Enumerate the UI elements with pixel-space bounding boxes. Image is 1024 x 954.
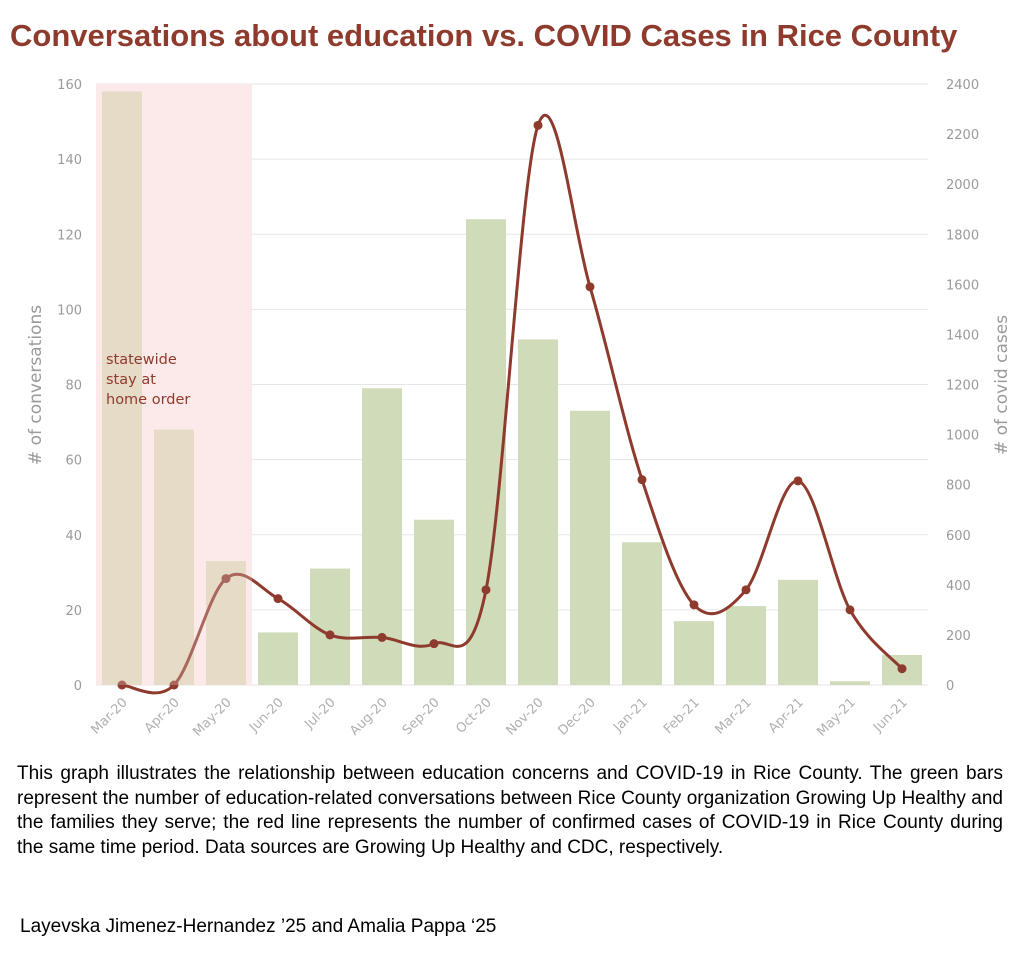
caption: This graph illustrates the relationship … — [17, 763, 1003, 858]
x-tick-label: Sep-20 — [400, 695, 443, 738]
x-tick-label: Feb-21 — [661, 695, 703, 737]
y2-tick-label: 1200 — [946, 379, 979, 394]
x-tick-label: Nov-20 — [504, 695, 547, 738]
x-tick-label: Apr-20 — [142, 695, 183, 736]
x-tick-label: Jun-20 — [246, 695, 287, 736]
x-tick-label: Mar-20 — [88, 695, 130, 737]
x-tick-label: Aug-20 — [347, 695, 391, 739]
y2-tick-label: 2000 — [946, 178, 979, 193]
x-tick-label: Oct-20 — [453, 695, 495, 737]
covid-cases-point — [897, 664, 907, 674]
y2-tick-label: 1000 — [946, 429, 979, 444]
y-axis-ticks: 0 20 40 60 80 100 120 140 160 — [57, 78, 82, 694]
covid-cases-point — [169, 680, 179, 690]
credit: Layevska Jimenez-Hernandez ’25 and Amali… — [20, 916, 497, 937]
bar — [726, 606, 766, 685]
covid-cases-point — [377, 632, 387, 642]
bar — [258, 632, 298, 685]
bar — [674, 621, 714, 685]
x-axis-ticks: Mar-20 Apr-20 May-20 Jun-20 Jul-20 Aug-20 Sep-… — [88, 695, 910, 739]
annotation-line: stay at — [106, 372, 156, 388]
y-tick-label: 100 — [57, 303, 82, 318]
covid-cases-point — [637, 475, 647, 485]
x-tick-label: Apr-21 — [766, 695, 807, 736]
y2-tick-label: 200 — [946, 629, 971, 644]
y2-tick-label: 2200 — [946, 128, 979, 143]
y2-axis-label: # of covid cases — [992, 315, 1012, 455]
y2-tick-label: 0 — [946, 679, 954, 694]
covid-cases-point — [221, 574, 231, 584]
covid-cases-point — [585, 282, 595, 292]
bar — [622, 542, 662, 685]
x-tick-label: Jun-21 — [870, 695, 911, 736]
covid-cases-point — [273, 594, 283, 604]
covid-cases-point — [845, 605, 855, 615]
y2-tick-label: 800 — [946, 479, 971, 494]
x-tick-label: Jan-21 — [610, 695, 651, 736]
y2-tick-label: 1800 — [946, 228, 979, 243]
covid-cases-point — [533, 120, 543, 130]
x-tick-label: Jul-20 — [301, 695, 338, 732]
y-tick-label: 20 — [65, 604, 82, 619]
region-overlay — [96, 84, 252, 685]
bar — [102, 91, 142, 685]
covid-cases-point — [793, 476, 803, 486]
covid-cases-point — [429, 639, 439, 649]
annotation-layer: statewide stay at home order — [106, 352, 190, 408]
bar — [414, 519, 454, 685]
annotation-line: statewide — [106, 352, 177, 368]
chart-title: Conversations about education vs. COVID … — [10, 18, 958, 53]
covid-cases-point — [325, 630, 335, 640]
y2-tick-label: 400 — [946, 579, 971, 594]
bar — [154, 429, 194, 685]
y-axis-label: # of conversations — [26, 305, 46, 465]
y-tick-label: 140 — [57, 153, 82, 168]
y-tick-label: 160 — [57, 78, 82, 93]
bar — [830, 681, 870, 685]
x-tick-label: Dec-20 — [555, 695, 598, 738]
y2-tick-label: 1400 — [946, 328, 979, 343]
bar — [570, 410, 610, 685]
y2-tick-label: 600 — [946, 529, 971, 544]
covid-cases-point — [741, 585, 751, 595]
covid-cases-point — [481, 585, 491, 595]
chart: Conversations about education vs. COVID … — [10, 18, 1012, 740]
bar — [518, 339, 558, 685]
y2-tick-label: 2400 — [946, 78, 979, 93]
covid-cases-point — [117, 680, 127, 690]
x-tick-label: May-20 — [190, 695, 234, 739]
x-tick-label: May-21 — [814, 695, 858, 739]
y-tick-label: 0 — [74, 679, 82, 694]
y-tick-label: 80 — [65, 379, 82, 394]
y-tick-label: 120 — [57, 228, 82, 243]
x-tick-label: Mar-21 — [712, 695, 754, 737]
bar — [778, 579, 818, 685]
y2-tick-label: 1600 — [946, 278, 979, 293]
y-tick-label: 40 — [65, 529, 82, 544]
line-layer — [96, 84, 907, 695]
y2-axis-ticks: 0 200 400 600 800 1000 1200 1400 1600 1800 2000 220… — [946, 78, 979, 694]
bar — [466, 219, 506, 685]
y-tick-label: 60 — [65, 454, 82, 469]
covid-cases-point — [689, 600, 699, 610]
annotation-line: home order — [106, 392, 190, 408]
